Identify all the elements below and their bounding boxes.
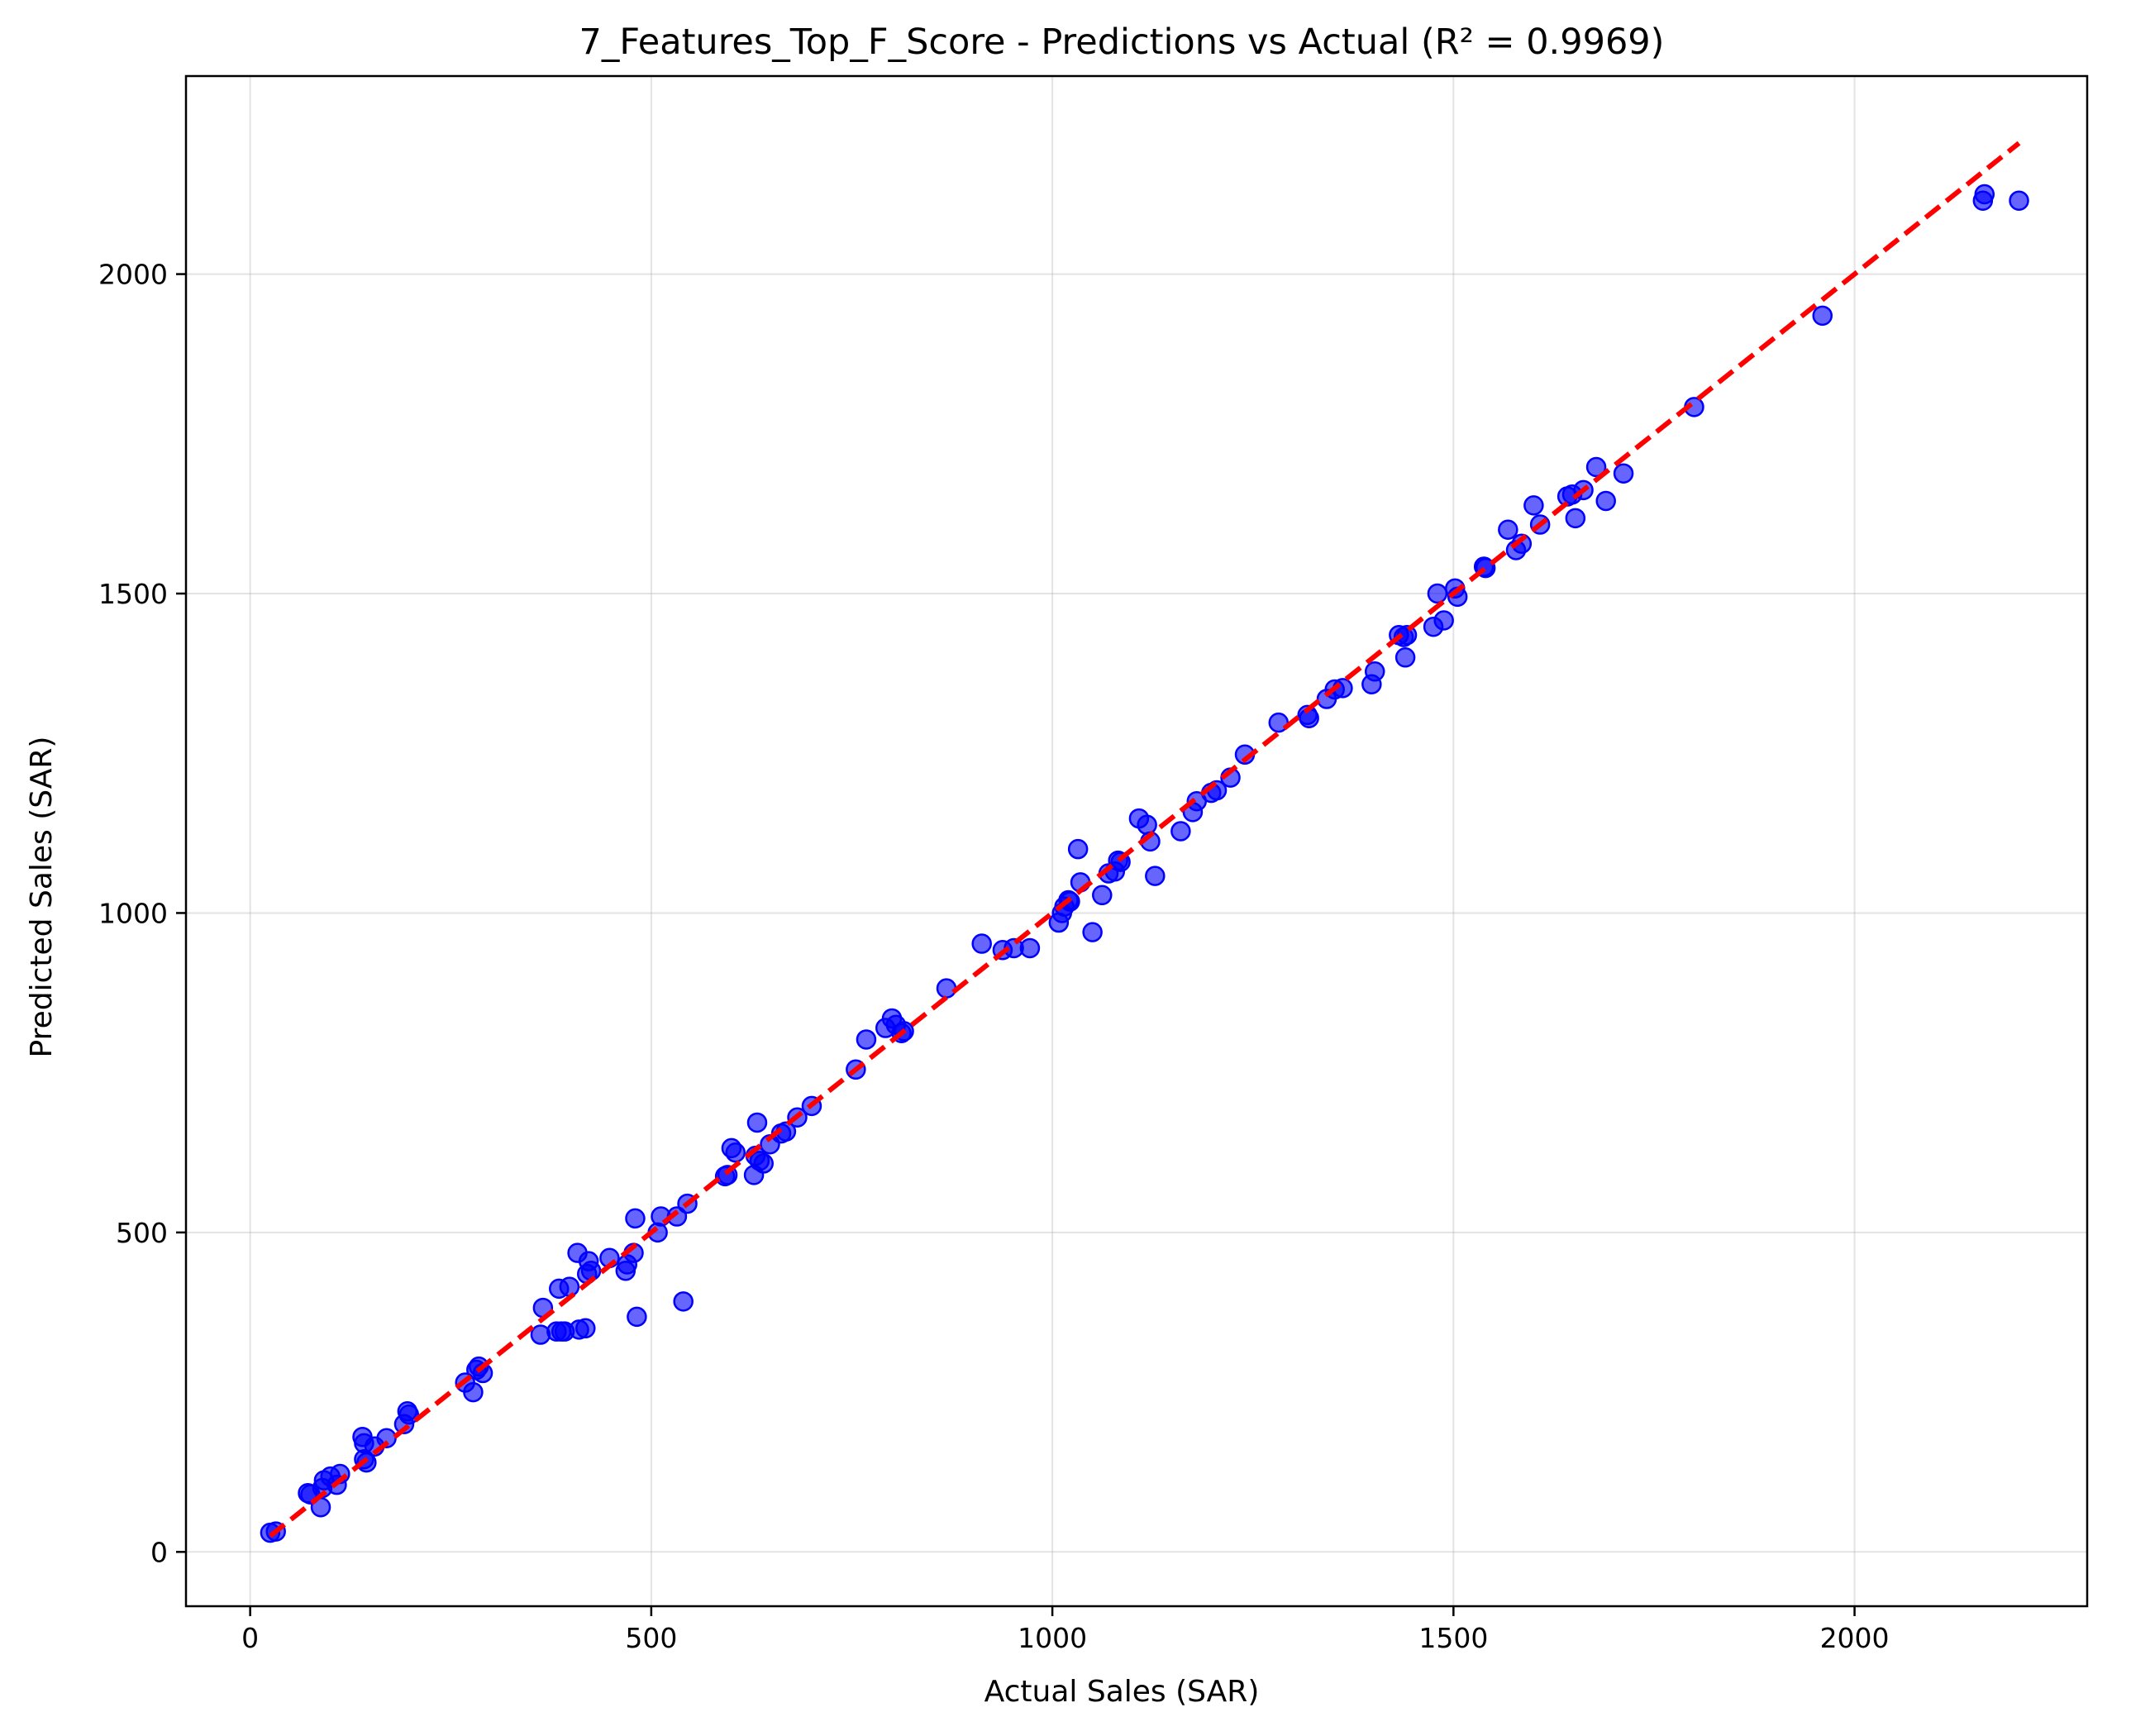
data-point	[1019, 937, 1041, 959]
data-point	[725, 1142, 746, 1163]
data-point	[1613, 463, 1634, 484]
data-point	[936, 978, 957, 999]
data-point	[1364, 661, 1385, 682]
data-point	[356, 1452, 377, 1473]
data-point	[1299, 708, 1319, 728]
grid-lines	[186, 76, 2087, 1606]
data-point	[463, 1381, 484, 1403]
data-point	[627, 1306, 647, 1328]
x-tick-label: 2000	[1820, 1622, 1890, 1654]
data-point	[753, 1153, 774, 1174]
data-point	[971, 933, 992, 954]
data-point	[1523, 495, 1544, 516]
data-point	[1067, 838, 1089, 860]
reference-line-layer	[269, 141, 2021, 1538]
data-point	[856, 1029, 877, 1050]
data-point	[1427, 583, 1448, 604]
data-point	[1145, 866, 1166, 886]
axis-ticks: 0 500 1000 1500 2000 0 500 1000 1500 2000	[98, 259, 1890, 1654]
data-point	[1565, 508, 1586, 529]
y-tick-label: 1500	[98, 578, 168, 610]
data-points	[260, 184, 2029, 1543]
x-tick-label: 500	[625, 1622, 677, 1654]
data-point	[1974, 184, 1995, 205]
data-point	[575, 1318, 596, 1339]
data-point	[1433, 610, 1454, 631]
y-tick-label: 2000	[98, 259, 168, 291]
x-tick-label: 0	[241, 1622, 259, 1654]
data-point	[1812, 305, 1833, 327]
data-point	[580, 1260, 602, 1281]
y-axis-label: Predicted Sales (SAR)	[25, 737, 59, 1058]
data-point	[1082, 922, 1103, 942]
data-point	[559, 1276, 580, 1297]
x-axis-label: Actual Sales (SAR)	[984, 1675, 1260, 1709]
data-point	[1394, 647, 1416, 668]
data-point	[1170, 821, 1191, 842]
reference-line	[269, 141, 2021, 1538]
y-tick-label: 500	[116, 1217, 168, 1249]
data-point	[1585, 456, 1607, 478]
plot-frame	[184, 74, 2089, 1608]
data-point	[625, 1208, 646, 1229]
data-point	[1092, 885, 1113, 906]
data-point	[1498, 519, 1518, 540]
data-point	[2009, 190, 2029, 211]
x-tick-label: 1000	[1018, 1622, 1087, 1654]
data-point	[398, 1404, 420, 1425]
data-point	[1137, 814, 1157, 836]
y-tick-label: 0	[150, 1536, 168, 1568]
chart-title: 7_Features_Top_F_Score - Predictions vs …	[579, 21, 1665, 63]
x-tick-label: 1500	[1418, 1622, 1488, 1654]
data-point	[673, 1291, 694, 1312]
data-point	[530, 1324, 551, 1345]
y-tick-label: 1000	[98, 897, 168, 929]
data-point	[1595, 490, 1616, 512]
data-point	[746, 1112, 768, 1133]
